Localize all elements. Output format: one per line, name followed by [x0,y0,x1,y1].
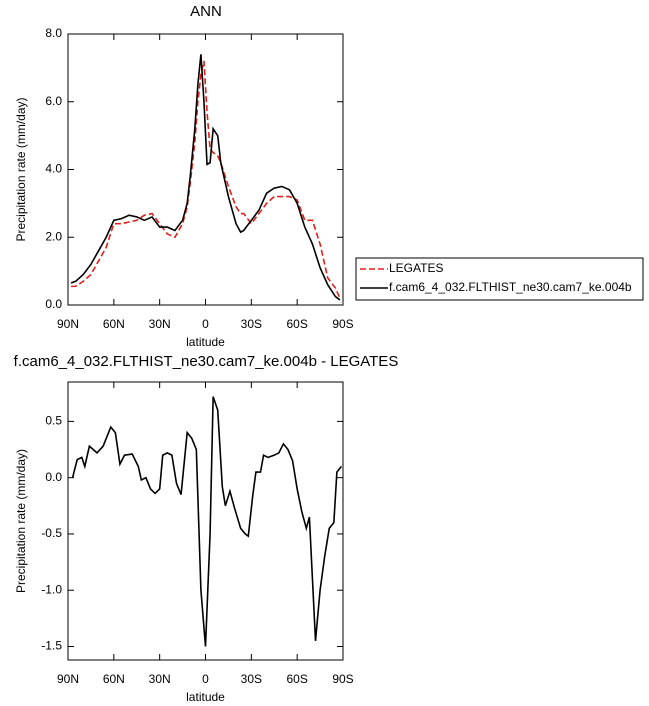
chart-title: ANN [190,3,222,20]
x-tick-label: 30N [149,317,171,331]
data-line [71,60,341,299]
data-line [71,396,343,647]
x-tick-label: 30N [149,672,171,686]
data-line [70,54,341,301]
x-tick-label: 0 [202,317,209,331]
x-axis-label: latitude [186,690,225,704]
legend: LEGATES f.cam6_4_032.FLTHIST_ne30.cam7_ke… [355,257,644,301]
y-tick-label: 8.0 [45,26,62,40]
x-tick-label: 90N [57,317,79,331]
x-tick-label: 90S [332,317,353,331]
x-tick-label: 60S [286,317,307,331]
chart-title: f.cam6_4_032.FLTHIST_ne30.cam7_ke.004b -… [14,353,399,370]
legend-label: f.cam6_4_032.FLTHIST_ne30.cam7_ke.004b [389,280,632,294]
y-tick-label: 2.0 [45,229,62,243]
y-tick-label: 6.0 [45,94,62,108]
x-tick-label: 60N [103,672,125,686]
y-tick-label: 0.0 [45,297,62,311]
y-tick-label: 0.0 [45,470,62,484]
y-tick-label: 4.0 [45,162,62,176]
x-tick-label: 60N [103,317,125,331]
y-tick-label: 0.5 [45,414,62,428]
y-tick-label: -1.0 [41,582,62,596]
plot-frame [67,381,344,661]
x-tick-label: 0 [202,672,209,686]
x-tick-label: 90S [332,672,353,686]
legend-label: LEGATES [389,261,443,275]
y-axis-label: Precipitation rate (mm/day) [14,449,28,593]
x-axis-label: latitude [186,335,225,349]
y-tick-label: -1.5 [41,639,62,653]
x-tick-label: 90N [57,672,79,686]
x-tick-label: 30S [241,317,262,331]
x-tick-label: 60S [286,672,307,686]
y-axis-label: Precipitation rate (mm/day) [14,97,28,241]
x-tick-label: 30S [241,672,262,686]
legend-box [355,257,644,301]
y-tick-label: -0.5 [41,526,62,540]
